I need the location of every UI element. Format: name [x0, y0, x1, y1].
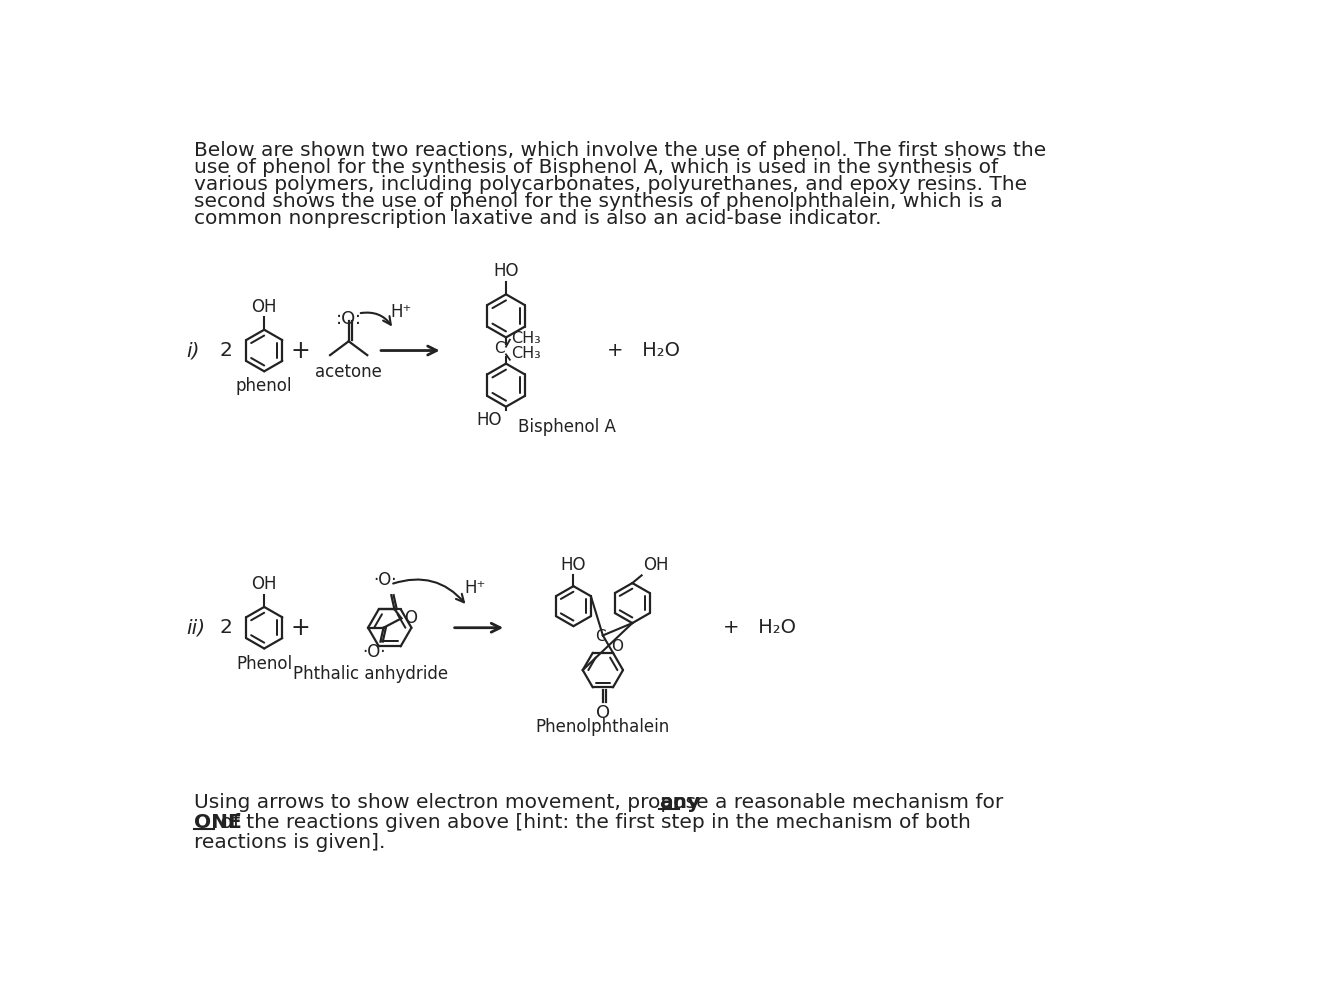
Text: OH: OH — [643, 556, 669, 574]
Text: +   H₂O: + H₂O — [723, 619, 796, 637]
Text: Phthalic anhydride: Phthalic anhydride — [293, 664, 447, 682]
Text: reactions is given].: reactions is given]. — [194, 834, 385, 853]
Text: various polymers, including polycarbonates, polyurethanes, and epoxy resins. The: various polymers, including polycarbonat… — [194, 175, 1027, 194]
Text: Phenolphthalein: Phenolphthalein — [536, 718, 671, 736]
Text: HO: HO — [494, 263, 519, 281]
Text: Phenol: Phenol — [236, 654, 292, 672]
Text: C: C — [494, 342, 504, 357]
Text: H⁺: H⁺ — [391, 303, 412, 322]
Text: i): i) — [186, 341, 201, 360]
Text: common nonprescription laxative and is also an acid-base indicator.: common nonprescription laxative and is a… — [194, 209, 882, 228]
Text: Using arrows to show electron movement, propose a reasonable mechanism for: Using arrows to show electron movement, … — [194, 793, 1010, 813]
Text: +   H₂O: + H₂O — [607, 341, 680, 360]
Text: HO: HO — [477, 411, 502, 429]
Text: Below are shown two reactions, which involve the use of phenol. The first shows : Below are shown two reactions, which inv… — [194, 141, 1047, 160]
Text: +: + — [290, 616, 310, 639]
Text: CH₃: CH₃ — [511, 331, 540, 346]
Text: 2: 2 — [219, 341, 232, 360]
Text: H⁺: H⁺ — [465, 579, 486, 597]
Text: ·O·: ·O· — [374, 571, 397, 589]
Text: :O:: :O: — [335, 311, 362, 329]
Text: Bisphenol A: Bisphenol A — [519, 417, 616, 435]
Text: of the reactions given above [hint: the first step in the mechanism of both: of the reactions given above [hint: the … — [214, 814, 972, 833]
Text: ii): ii) — [186, 619, 206, 637]
Text: CH₃: CH₃ — [511, 346, 540, 362]
Text: OH: OH — [251, 575, 277, 593]
Text: OH: OH — [251, 298, 277, 316]
Text: O: O — [595, 704, 610, 722]
Text: 2: 2 — [219, 619, 232, 637]
Text: ONE: ONE — [194, 814, 242, 833]
Text: second shows the use of phenol for the synthesis of phenolphthalein, which is a: second shows the use of phenol for the s… — [194, 192, 1003, 211]
Text: O: O — [404, 610, 417, 627]
Text: use of phenol for the synthesis of Bisphenol A, which is used in the synthesis o: use of phenol for the synthesis of Bisph… — [194, 158, 998, 177]
Text: phenol: phenol — [236, 377, 293, 395]
Text: acetone: acetone — [315, 363, 381, 380]
Text: C: C — [595, 629, 606, 644]
Text: any: any — [660, 793, 701, 813]
Text: +: + — [290, 339, 310, 363]
Text: ·O·: ·O· — [363, 643, 385, 661]
Text: O: O — [611, 639, 623, 654]
Text: HO: HO — [561, 556, 586, 574]
